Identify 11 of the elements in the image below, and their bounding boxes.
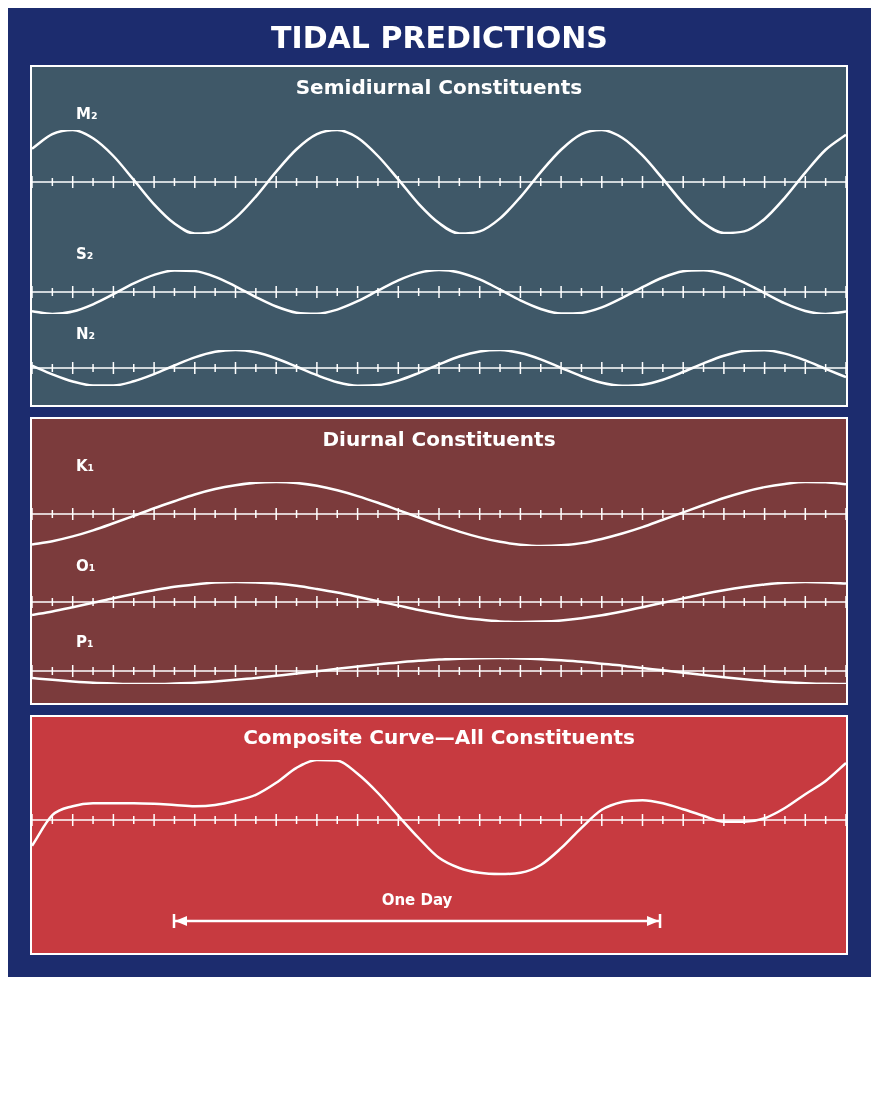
series-label: M₂ <box>75 105 99 125</box>
chart-subtitle: Diurnal Constituents <box>321 427 557 451</box>
chart-subtitle: Composite Curve—All Constituents <box>242 725 636 749</box>
series-label: O₁ <box>75 557 97 577</box>
chart-subtitle: Semidiurnal Constituents <box>294 75 584 99</box>
text: S₂ <box>75 245 95 265</box>
chart-title: TIDAL PREDICTIONS <box>270 20 609 55</box>
text: One Day <box>380 891 454 909</box>
text: K₁ <box>75 457 96 477</box>
text: N₂ <box>75 325 97 345</box>
text: P₁ <box>75 633 95 653</box>
